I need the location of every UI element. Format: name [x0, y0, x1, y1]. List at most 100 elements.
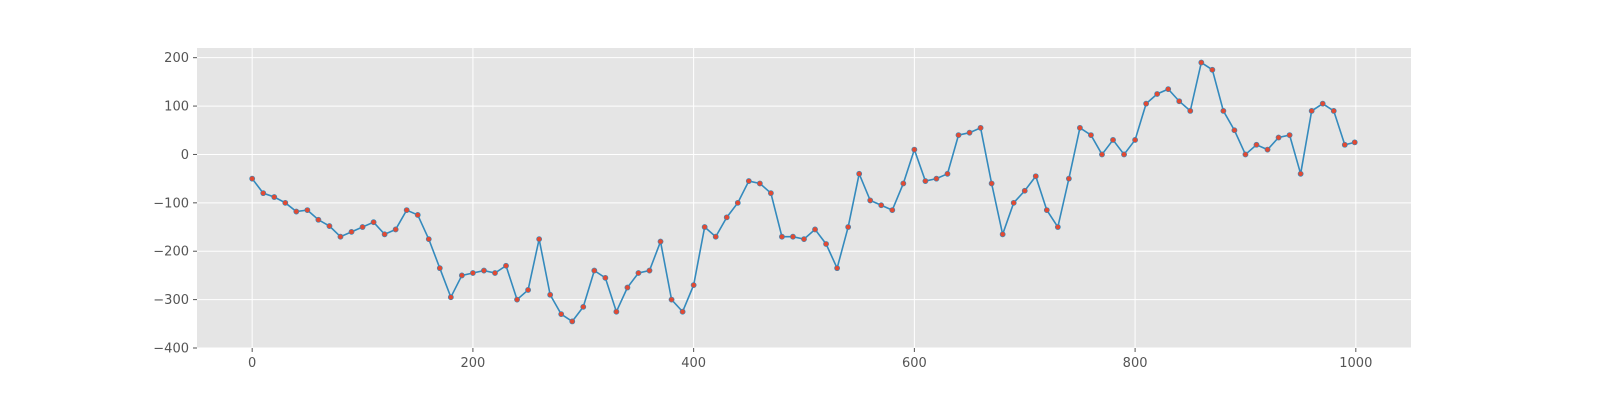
- data-point: [801, 236, 807, 243]
- data-point: [392, 226, 399, 233]
- data-point: [911, 146, 918, 153]
- y-tick-label: −300: [153, 293, 189, 308]
- data-point: [1330, 108, 1337, 114]
- data-point: [458, 272, 465, 279]
- data-point: [1198, 59, 1205, 66]
- data-point: [823, 241, 829, 247]
- x-tick-label: 600: [902, 356, 927, 371]
- data-point: [834, 265, 841, 272]
- data-point: [591, 267, 598, 274]
- data-point: [977, 124, 984, 131]
- data-point: [1220, 108, 1227, 114]
- x-tick-label: 400: [681, 356, 706, 371]
- data-point: [514, 296, 520, 303]
- data-point: [414, 212, 421, 218]
- data-point: [304, 207, 311, 213]
- data-point: [1121, 151, 1127, 158]
- data-point: [790, 233, 796, 240]
- data-point: [492, 270, 498, 276]
- data-point: [1021, 187, 1028, 194]
- data-point: [425, 236, 432, 243]
- data-point: [1154, 91, 1161, 97]
- y-tick-label: 0: [181, 148, 189, 163]
- data-point: [1088, 132, 1094, 138]
- data-point: [712, 233, 719, 240]
- data-point: [580, 303, 587, 310]
- x-axis: 0 200 400 600 800 1000: [248, 348, 1372, 371]
- data-point: [999, 231, 1006, 238]
- data-point: [1187, 108, 1194, 114]
- data-point: [470, 270, 476, 276]
- data-point: [701, 224, 708, 230]
- plot-background: [197, 48, 1411, 348]
- data-point: [966, 129, 973, 136]
- data-point: [558, 311, 565, 318]
- data-point: [745, 178, 752, 184]
- data-point: [326, 223, 333, 229]
- data-point: [1065, 175, 1072, 182]
- x-tick-label: 0: [248, 356, 256, 371]
- data-point: [348, 228, 355, 235]
- data-point: [249, 175, 256, 182]
- data-point: [481, 267, 487, 274]
- data-point: [569, 318, 576, 325]
- data-point: [1132, 137, 1138, 143]
- x-tick-label: 1000: [1339, 356, 1372, 371]
- data-point: [1264, 146, 1271, 153]
- data-point: [1032, 173, 1039, 180]
- data-point: [933, 175, 940, 182]
- data-point: [403, 207, 410, 213]
- data-point: [613, 308, 620, 315]
- data-point: [1043, 207, 1050, 213]
- data-point: [734, 199, 741, 206]
- y-tick-label: −400: [153, 342, 189, 357]
- x-tick-label: 200: [460, 356, 485, 371]
- data-point: [1253, 141, 1260, 148]
- data-point: [447, 294, 454, 301]
- data-point: [845, 224, 852, 230]
- data-point: [988, 180, 995, 187]
- data-point: [547, 291, 554, 298]
- data-point: [1231, 127, 1238, 134]
- data-point: [679, 308, 686, 315]
- data-point: [1010, 199, 1017, 206]
- y-tick-label: −100: [153, 196, 189, 211]
- data-point: [767, 190, 774, 197]
- data-point: [690, 282, 697, 288]
- data-point: [1054, 224, 1061, 230]
- data-point: [1099, 151, 1105, 158]
- data-point: [1209, 66, 1216, 73]
- data-point: [1286, 132, 1293, 138]
- data-point: [900, 180, 907, 187]
- data-point: [657, 238, 664, 245]
- data-point: [536, 236, 543, 243]
- data-point: [1319, 100, 1326, 107]
- data-point: [525, 287, 531, 293]
- data-point: [1165, 86, 1172, 93]
- data-point: [1110, 137, 1116, 143]
- data-point: [878, 202, 885, 209]
- data-point: [1077, 124, 1083, 131]
- data-point: [1143, 100, 1150, 107]
- data-point: [779, 233, 785, 240]
- data-point: [867, 197, 874, 204]
- data-point: [271, 194, 278, 200]
- data-point: [1242, 151, 1249, 158]
- data-point: [1275, 134, 1282, 141]
- x-tick-label: 800: [1123, 356, 1148, 371]
- data-point: [668, 296, 675, 303]
- data-point: [602, 274, 609, 281]
- data-point: [955, 132, 962, 138]
- data-point: [723, 214, 730, 221]
- data-point: [1176, 98, 1183, 105]
- data-point: [359, 224, 366, 230]
- data-point: [646, 267, 653, 274]
- data-point: [756, 180, 763, 187]
- data-point: [282, 199, 289, 206]
- data-point: [293, 208, 300, 215]
- data-point: [889, 207, 896, 213]
- data-point: [381, 231, 388, 238]
- y-tick-label: 100: [164, 100, 189, 115]
- data-point: [260, 190, 267, 197]
